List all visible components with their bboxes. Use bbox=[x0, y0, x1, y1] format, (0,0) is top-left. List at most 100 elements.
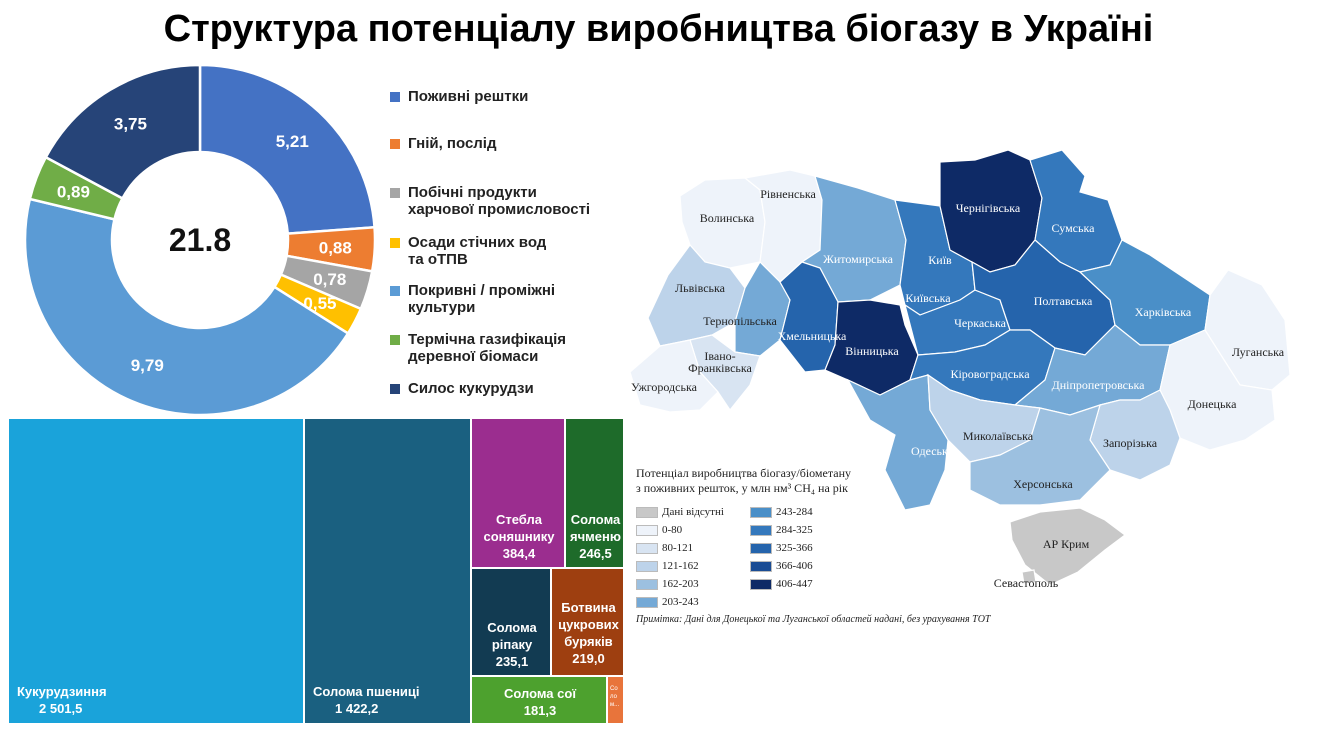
map-legend-swatch bbox=[636, 524, 658, 536]
map-region-label: Миколаївська bbox=[963, 429, 1034, 443]
donut-data-label: 0,89 bbox=[57, 183, 90, 202]
treemap-cell: Солома сої 181,3 bbox=[471, 676, 607, 724]
map-region-label: Харківська bbox=[1135, 305, 1192, 319]
donut-chart: 5,21 0,88 0,78 0,55 9,79 0,89 3,75 21.8 bbox=[23, 63, 377, 417]
map-legend-item: 284-325 bbox=[750, 524, 813, 536]
legend-label: Покривні / проміжні культури bbox=[408, 282, 556, 316]
donut-slice bbox=[23, 197, 350, 417]
legend-item: Покривні / проміжні культури bbox=[390, 282, 555, 316]
legend-swatch bbox=[390, 188, 400, 198]
map-legend-item: 121-162 bbox=[636, 560, 699, 572]
map-legend-label: 0-80 bbox=[662, 524, 683, 536]
legend-swatch bbox=[390, 139, 400, 149]
map-region-label: Одеська bbox=[911, 444, 954, 458]
page-title: Структура потенціалу виробництва біогазу… bbox=[163, 8, 1154, 50]
treemap-cell: Кукурудзиння 2 501,5 bbox=[8, 418, 304, 724]
legend-item: Поживні рештки bbox=[390, 88, 528, 105]
legend-item: Побічні продукти харчової промисловості bbox=[390, 184, 590, 218]
donut-data-label: 0,78 bbox=[313, 270, 346, 289]
map-region bbox=[846, 374, 949, 511]
map-legend-swatch bbox=[636, 596, 658, 608]
map-legend-item: 325-366 bbox=[750, 542, 813, 554]
map-legend-swatch bbox=[750, 560, 772, 572]
donut-slice bbox=[44, 63, 202, 201]
legend-label: Термічна газифікація деревної біомаси bbox=[408, 331, 566, 365]
map-region-label: Луганська bbox=[1232, 345, 1285, 359]
map-legend-item: Дані відсутні bbox=[636, 506, 724, 518]
map-region bbox=[1009, 507, 1126, 586]
treemap-cell: Со ло м... bbox=[607, 676, 624, 724]
map-region-label: Рівненська bbox=[760, 187, 816, 201]
treemap-label: Кукурудзиння 2 501,5 bbox=[17, 684, 107, 716]
donut-data-label: 9,79 bbox=[131, 356, 164, 375]
map-legend-label: 243-284 bbox=[776, 506, 813, 518]
map-region-label: Ужгородська bbox=[631, 380, 698, 394]
map-legend-label: 203-243 bbox=[662, 596, 699, 608]
legend-item: Осади стічних вод та оТПВ bbox=[390, 234, 546, 268]
donut-center-total: 21.8 bbox=[169, 222, 231, 258]
map-legend-label: 366-406 bbox=[776, 560, 813, 572]
map-legend-swatch bbox=[750, 578, 772, 590]
map-legend-label: 325-366 bbox=[776, 542, 813, 554]
map-legend-item: 203-243 bbox=[636, 596, 699, 608]
donut-data-label: 0,55 bbox=[303, 294, 336, 313]
legend-swatch bbox=[390, 238, 400, 248]
legend-label: Осади стічних вод та оТПВ bbox=[408, 234, 547, 268]
map-region-label: Чернігівська bbox=[956, 201, 1021, 215]
map-region bbox=[969, 404, 1111, 506]
map-legend: Потенціал виробництва біогазу/біометану … bbox=[636, 466, 916, 608]
map-region-label: Тернопільська bbox=[703, 314, 777, 328]
map-legend-label: 162-203 bbox=[662, 578, 699, 590]
treemap-label: Солома сої 181,3 bbox=[504, 686, 576, 718]
map-region-label: Сумська bbox=[1052, 221, 1096, 235]
map-legend-swatch bbox=[750, 506, 772, 518]
map-region-label: Вінницька bbox=[845, 344, 899, 358]
treemap-cell: Солома ріпаку 235,1 bbox=[471, 568, 551, 676]
map-region-label: Волинська bbox=[700, 211, 755, 225]
map-legend-label: 80-121 bbox=[662, 542, 694, 554]
treemap-cell: Стебла соняшнику 384,4 bbox=[471, 418, 565, 568]
map-legend-swatch bbox=[750, 524, 772, 536]
treemap-cell: Ботвина цукрових буряків 219,0 bbox=[551, 568, 624, 676]
treemap-label: Стебла соняшнику 384,4 bbox=[483, 512, 555, 561]
legend-label: Гній, послід bbox=[408, 135, 497, 152]
ukraine-map: Волинська Рівненська Житомирська Київ Київсь… bbox=[629, 149, 1291, 590]
treemap-label: Ботвина цукрових буряків 219,0 bbox=[558, 600, 619, 666]
map-region-label: Херсонська bbox=[1013, 477, 1073, 491]
map-legend-label: 121-162 bbox=[662, 560, 699, 572]
map-legend-label: Дані відсутні bbox=[662, 506, 724, 518]
map-legend-title-line-1: Потенціал виробництва біогазу/біометану bbox=[636, 466, 851, 480]
treemap-label: Солома ріпаку 235,1 bbox=[487, 620, 537, 669]
map-region-label: Київська bbox=[905, 291, 951, 305]
treemap-cell: Солома ячменю 246,5 bbox=[565, 418, 624, 568]
donut-data-label: 0,88 bbox=[319, 238, 352, 257]
map-region-label: Полтавська bbox=[1034, 294, 1093, 308]
treemap-label: Со ло м... bbox=[610, 686, 620, 708]
map-legend-swatch bbox=[636, 560, 658, 572]
map-legend-swatch bbox=[750, 542, 772, 554]
treemap-label: Солома пшениці 1 422,2 bbox=[313, 684, 420, 716]
map-region-label: Запорізька bbox=[1103, 436, 1158, 450]
donut-data-label: 3,75 bbox=[114, 115, 147, 134]
legend-swatch bbox=[390, 335, 400, 345]
map-legend-item: 80-121 bbox=[636, 542, 693, 554]
map-region-label: Черкаська bbox=[954, 316, 1007, 330]
legend-label: Поживні рештки bbox=[408, 88, 529, 105]
treemap-chart: Кукурудзиння 2 501,5 Солома пшениці 1 422,2… bbox=[8, 418, 624, 724]
map-region-label: Хмельницька bbox=[778, 329, 847, 343]
map-legend-label: 284-325 bbox=[776, 524, 813, 536]
map-note: Примітка: Дані для Донецької та Луганськ… bbox=[636, 614, 991, 625]
map-region-label: Івано-Франківська bbox=[688, 349, 752, 375]
legend-swatch bbox=[390, 384, 400, 394]
map-region-label: Житомирська bbox=[823, 252, 893, 266]
legend-item: Гній, послід bbox=[390, 135, 497, 152]
map-legend-item: 243-284 bbox=[750, 506, 813, 518]
map-region-label: АР Крим bbox=[1043, 537, 1090, 551]
map-legend-title-line-2: з поживних решток, у млн нм³ CH₄ на рік bbox=[636, 481, 848, 495]
treemap-cell: Солома пшениці 1 422,2 bbox=[304, 418, 471, 724]
map-legend-item: 366-406 bbox=[750, 560, 813, 572]
map-region-label: Львівська bbox=[675, 281, 726, 295]
legend-item: Силос кукурудзи bbox=[390, 380, 534, 397]
map-region-label: Дніпропетровська bbox=[1052, 378, 1146, 392]
map-region-label: Севастополь bbox=[994, 576, 1059, 590]
